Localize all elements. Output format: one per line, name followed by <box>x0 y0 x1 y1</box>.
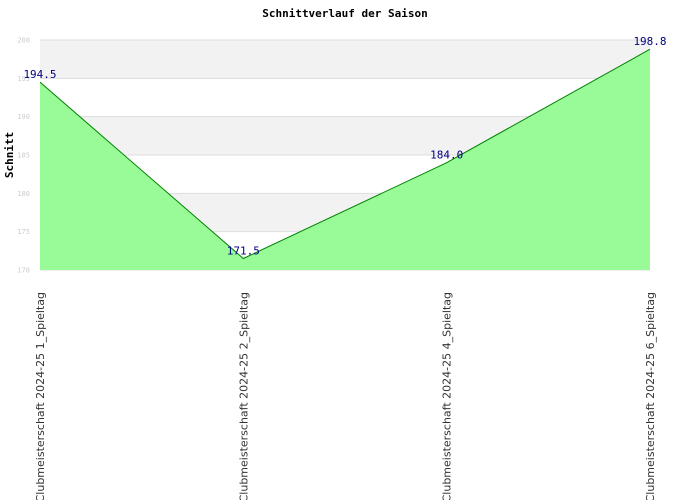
y-tick-label: 180 <box>17 190 30 198</box>
y-axis-label: Schnitt <box>3 132 16 178</box>
y-tick-label: 195 <box>17 75 30 83</box>
x-tick-label: Clubmeisterschaft 2024-25 4_Spieltag <box>441 292 454 500</box>
data-label: 171.5 <box>227 245 260 258</box>
y-tick-label: 190 <box>17 113 30 121</box>
data-label: 198.8 <box>633 35 666 48</box>
y-tick-label: 185 <box>17 152 30 160</box>
y-tick-label: 175 <box>17 228 30 236</box>
y-tick-label: 200 <box>17 37 30 45</box>
data-label: 194.5 <box>23 68 56 81</box>
x-axis-ticks: Clubmeisterschaft 2024-25 1_Spieltag Club… <box>34 292 657 500</box>
data-labels: 194.5 171.5 184.0 198.8 <box>23 35 666 257</box>
data-label: 184.0 <box>430 149 463 162</box>
x-tick-label: Clubmeisterschaft 2024-25 2_Spieltag <box>237 292 250 500</box>
x-tick-label: Clubmeisterschaft 2024-25 6_Spieltag <box>644 292 657 500</box>
grid-band <box>40 40 650 79</box>
x-tick-label: Clubmeisterschaft 2024-25 1_Spieltag <box>34 292 47 500</box>
series-line <box>39 48 651 260</box>
chart-title: Schnittverlauf der Saison <box>262 7 428 20</box>
y-axis-ticks: 170 175 180 185 190 195 200 <box>17 37 30 275</box>
y-tick-label: 170 <box>17 267 30 275</box>
